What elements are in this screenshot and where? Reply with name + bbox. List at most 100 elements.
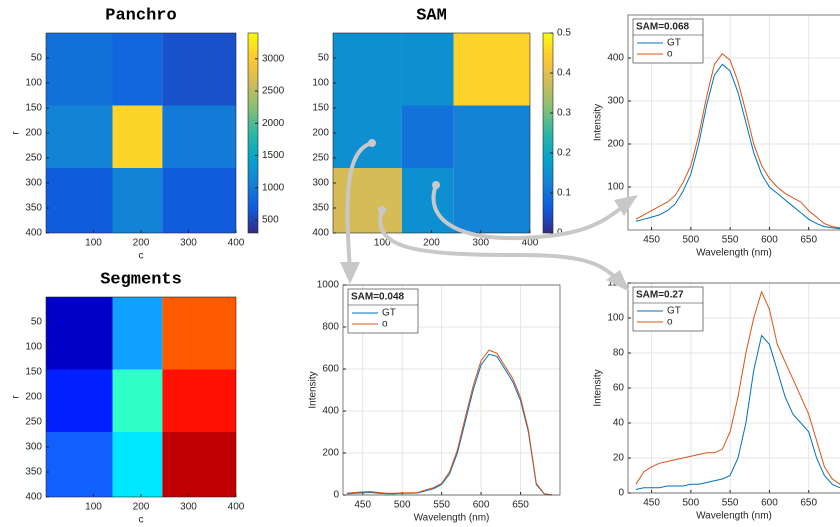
heatmap-cell xyxy=(112,33,163,106)
y-tick-label: 150 xyxy=(312,103,329,114)
colorbar-tick-label: 3000 xyxy=(262,53,285,64)
x-tick-label: 300 xyxy=(180,502,197,513)
y-tick-label: 250 xyxy=(25,153,42,164)
legend-label: GT xyxy=(382,308,396,319)
y-tick-label: 200 xyxy=(25,128,42,139)
colorbar xyxy=(542,32,554,234)
x-tick-label: 450 xyxy=(643,235,660,246)
y-tick-label: 100 xyxy=(25,78,42,89)
colorbar-tick-label: 1500 xyxy=(262,150,285,161)
x-tick-label: 650 xyxy=(800,498,817,509)
segment-region xyxy=(46,432,113,497)
segment-region xyxy=(112,369,163,432)
chart-title: SAM xyxy=(416,6,447,25)
heatmap-cell xyxy=(453,168,530,233)
y-tick-label: 150 xyxy=(25,103,42,114)
y-tick-label: 300 xyxy=(25,442,42,453)
y-tick-label: 100 xyxy=(607,182,624,193)
arrow xyxy=(431,183,627,241)
x-tick-label: 650 xyxy=(512,500,529,511)
y-tick-label: 200 xyxy=(607,139,624,150)
x-tick-label: 200 xyxy=(133,238,150,249)
x-tick-label: 500 xyxy=(683,498,700,509)
y-tick-label: 50 xyxy=(31,317,43,328)
arrow-head xyxy=(340,262,360,284)
y-tick-label: 20 xyxy=(613,453,625,464)
y-tick-label: 800 xyxy=(322,322,339,333)
y-tick-label: 100 xyxy=(312,78,329,89)
heatmap-cell xyxy=(333,168,402,233)
y-tick-label: 400 xyxy=(25,492,42,503)
colorbar-tick-label: 0.2 xyxy=(557,148,571,159)
x-tick-label: 650 xyxy=(800,235,817,246)
y-tick-label: 300 xyxy=(607,96,624,107)
y-axis-label: Intensity xyxy=(593,369,604,406)
x-tick-label: 400 xyxy=(228,502,245,513)
arrow-head xyxy=(614,195,638,216)
x-tick-label: 600 xyxy=(761,498,778,509)
plots: 100 200 300 40050100150200250300350400crPan… xyxy=(11,6,840,526)
segment-region xyxy=(46,369,113,432)
colorbar-tick-label: 1000 xyxy=(262,182,285,193)
x-tick-label: 200 xyxy=(423,238,440,249)
y-tick-label: 350 xyxy=(25,467,42,478)
heatmap-cell xyxy=(112,105,163,168)
x-tick-label: 100 xyxy=(374,238,391,249)
legend-label: o xyxy=(667,317,673,328)
y-tick-label: 600 xyxy=(322,364,339,375)
x-axis-label: c xyxy=(139,251,144,262)
series-line xyxy=(346,353,553,496)
segment-region xyxy=(162,297,236,370)
series-line xyxy=(635,52,840,229)
segment-region xyxy=(162,432,236,497)
y-tick-label: 100 xyxy=(607,313,624,324)
arrows xyxy=(340,139,638,292)
plot-border xyxy=(45,32,237,234)
y-tick-label: 250 xyxy=(25,417,42,428)
y-tick-label: 50 xyxy=(318,53,330,64)
x-tick-label: 400 xyxy=(228,238,245,249)
heatmap-cell xyxy=(453,105,530,168)
legend-box xyxy=(632,286,704,332)
segment-region xyxy=(112,432,163,497)
y-tick-label: 300 xyxy=(312,178,329,189)
segment-region xyxy=(46,297,113,370)
series-line xyxy=(635,334,840,490)
x-tick-label: 550 xyxy=(433,500,450,511)
arrow xyxy=(378,208,620,282)
y-tick-label: 1000 xyxy=(317,280,340,291)
segment-region xyxy=(112,297,163,370)
series-line xyxy=(346,349,553,496)
x-tick-label: 600 xyxy=(761,235,778,246)
heatmap-cell xyxy=(333,105,402,168)
colorbar-tick-label: 0.1 xyxy=(557,188,571,199)
series-line xyxy=(635,290,840,485)
legend-label: GT xyxy=(667,38,681,49)
chart-title: Panchro xyxy=(105,6,176,25)
y-tick-label: 50 xyxy=(31,53,43,64)
x-tick-label: 300 xyxy=(472,238,489,249)
x-tick-label: 500 xyxy=(683,235,700,246)
segment-region xyxy=(162,369,236,432)
x-tick-label: 100 xyxy=(85,238,102,249)
y-tick-label: 100 xyxy=(25,342,42,353)
heatmap-cell xyxy=(162,105,236,168)
legend-label: GT xyxy=(667,306,681,317)
heatmap-cell xyxy=(401,33,454,106)
y-axis-label: r xyxy=(11,131,22,135)
colorbar-tick-label: 0.3 xyxy=(557,108,571,119)
heatmap-cell xyxy=(401,105,454,168)
plot-border xyxy=(332,32,531,234)
annotation: SAM=0.048 xyxy=(351,292,405,303)
y-tick-label: 0 xyxy=(333,490,339,501)
colorbar-tick-label: 0.5 xyxy=(557,28,571,39)
x-tick-label: 100 xyxy=(85,502,102,513)
heatmap-cell xyxy=(333,33,402,106)
y-tick-label: 400 xyxy=(322,406,339,417)
plot-border xyxy=(627,14,840,231)
arrow-head xyxy=(606,270,630,292)
y-tick-label: 200 xyxy=(25,392,42,403)
heatmap-cell xyxy=(162,168,236,233)
legend-label: o xyxy=(667,49,673,60)
series-line xyxy=(635,63,840,230)
